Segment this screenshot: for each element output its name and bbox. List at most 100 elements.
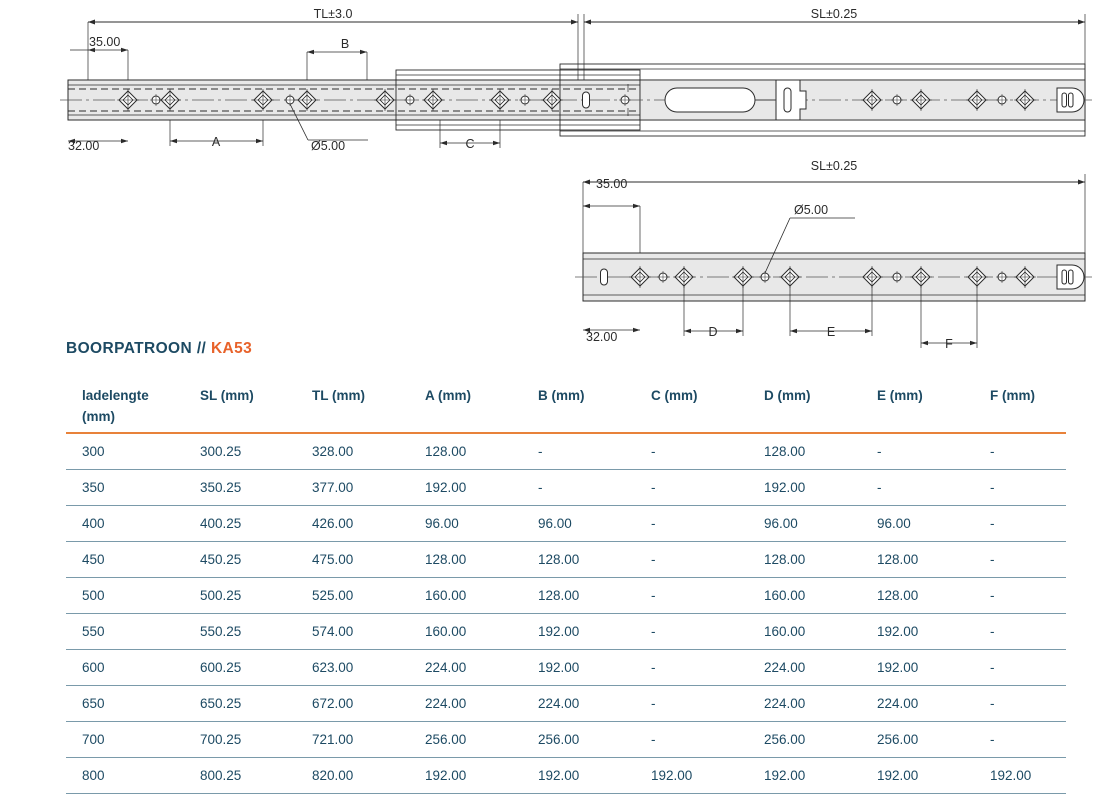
cell-f: - — [974, 720, 1066, 758]
cell-e: 224.00 — [861, 684, 974, 722]
bottom-view-drawing: SL±0.25 35.00 32.00 Ø5.00 D E F — [575, 159, 1092, 351]
cell-b: - — [522, 432, 635, 470]
dim-label-a: A — [212, 135, 221, 149]
cell-ladelengte: 650 — [66, 684, 184, 722]
cell-sl: 650.25 — [184, 684, 296, 722]
cell-sl: 700.25 — [184, 720, 296, 758]
dim-label-sl-top: SL±0.25 — [811, 7, 858, 21]
cell-d: 128.00 — [748, 432, 861, 470]
cell-f: - — [974, 432, 1066, 470]
cell-d: 128.00 — [748, 540, 861, 578]
column-header-f: F (mm) — [990, 388, 1035, 403]
cell-b: 256.00 — [522, 720, 635, 758]
cell-c: 192.00 — [635, 756, 748, 794]
dim-label-hole-bottom: Ø5.00 — [794, 203, 828, 217]
dim-label-32-bottom: 32.00 — [586, 330, 617, 344]
column-header-ladelengte: ladelengte (mm) — [82, 388, 149, 424]
cell-c: - — [635, 540, 748, 578]
cell-tl: 426.00 — [296, 504, 409, 542]
cell-ladelengte: 400 — [66, 504, 184, 542]
cell-a: 160.00 — [409, 612, 522, 650]
cell-ladelengte: 550 — [66, 612, 184, 650]
cell-sl: 300.25 — [184, 432, 296, 470]
table-row: 550 550.25 574.00 160.00 192.00-160.00 192.00… — [66, 612, 1066, 650]
cell-d: 192.00 — [748, 756, 861, 794]
cell-sl: 600.25 — [184, 648, 296, 686]
cell-ladelengte: 350 — [66, 468, 184, 506]
cell-sl: 550.25 — [184, 612, 296, 650]
cell-d: 224.00 — [748, 684, 861, 722]
cell-tl: 623.00 — [296, 648, 409, 686]
cell-f: - — [974, 648, 1066, 686]
cell-c: - — [635, 432, 748, 470]
cell-b: 224.00 — [522, 684, 635, 722]
table-row: 650 650.25 672.00 224.00 224.00-224.00 224.00… — [66, 684, 1066, 722]
cell-c: - — [635, 468, 748, 506]
column-header-tl: TL (mm) — [312, 388, 365, 403]
table-row: 350 350.25 377.00 192.00- -192.00- - — [66, 468, 1066, 506]
cell-e: - — [861, 432, 974, 470]
cell-e: 128.00 — [861, 576, 974, 614]
cell-sl: 450.25 — [184, 540, 296, 578]
cell-b: 192.00 — [522, 756, 635, 794]
cell-ladelengte: 600 — [66, 648, 184, 686]
cell-c: - — [635, 576, 748, 614]
cell-c: - — [635, 720, 748, 758]
cell-sl: 500.25 — [184, 576, 296, 614]
cell-ladelengte: 300 — [66, 432, 184, 470]
cell-ladelengte: 800 — [66, 756, 184, 794]
table-row: 600 600.25 623.00 224.00 192.00-224.00 192.00… — [66, 648, 1066, 686]
column-header-b: B (mm) — [538, 388, 585, 403]
section-title-accent: KA53 — [210, 340, 253, 357]
dim-label-32-top: 32.00 — [68, 139, 99, 153]
cell-tl: 328.00 — [296, 432, 409, 470]
top-view-drawing: TL±3.0 SL±0.25 35.00 32.00 B A C Ø5.00 — [60, 7, 1092, 153]
cell-c: - — [635, 504, 748, 542]
cell-tl: 721.00 — [296, 720, 409, 758]
cell-ladelengte: 700 — [66, 720, 184, 758]
cell-f: - — [974, 684, 1066, 722]
cell-a: 192.00 — [409, 756, 522, 794]
cell-tl: 377.00 — [296, 468, 409, 506]
cell-e: - — [861, 468, 974, 506]
table-row: 500 500.25 525.00 160.00 128.00-160.00 128.00… — [66, 576, 1066, 614]
spec-table-container: ladelengte (mm) SL (mm) TL (mm) A (mm) B (mm… — [66, 380, 1066, 794]
table-header-row: ladelengte (mm) SL (mm) TL (mm) A (mm) B (mm… — [66, 380, 1066, 433]
cell-d: 256.00 — [748, 720, 861, 758]
cell-e: 128.00 — [861, 540, 974, 578]
dim-label-c: C — [465, 137, 474, 151]
drilling-pattern-table: ladelengte (mm) SL (mm) TL (mm) A (mm) B (mm… — [66, 380, 1066, 794]
cell-tl: 525.00 — [296, 576, 409, 614]
dim-label-hole-top: Ø5.00 — [311, 139, 345, 153]
table-row: 450 450.25 475.00 128.00 128.00-128.00 128.00… — [66, 540, 1066, 578]
cell-e: 192.00 — [861, 756, 974, 794]
cell-d: 160.00 — [748, 576, 861, 614]
dim-label-d: D — [708, 325, 717, 339]
table-body: 300 300.25 328.00 128.00- -128.00- -350 350.25… — [66, 432, 1066, 794]
table-row: 700 700.25 721.00 256.00 256.00-256.00 256.00… — [66, 720, 1066, 758]
cell-d: 224.00 — [748, 648, 861, 686]
dim-label-f: F — [945, 337, 953, 351]
cell-f: - — [974, 576, 1066, 614]
cell-a: 96.00 — [409, 504, 522, 542]
column-header-c: C (mm) — [651, 388, 698, 403]
table-row: 400 400.25 426.00 96.00 96.00-96.00 96.00- — [66, 504, 1066, 542]
cell-sl: 350.25 — [184, 468, 296, 506]
section-title: BOORPATROON // KA53 — [66, 340, 252, 358]
table-row: 300 300.25 328.00 128.00- -128.00- - — [66, 432, 1066, 470]
cell-f: - — [974, 468, 1066, 506]
cell-f: 192.00 — [974, 756, 1066, 794]
cell-c: - — [635, 648, 748, 686]
cell-a: 160.00 — [409, 576, 522, 614]
cell-b: 96.00 — [522, 504, 635, 542]
cell-f: - — [974, 504, 1066, 542]
dim-label-tl: TL±3.0 — [314, 7, 353, 21]
dim-label-sl-bottom: SL±0.25 — [811, 159, 858, 173]
cell-e: 256.00 — [861, 720, 974, 758]
cell-e: 96.00 — [861, 504, 974, 542]
cell-f: - — [974, 612, 1066, 650]
cell-e: 192.00 — [861, 612, 974, 650]
dim-label-35-bottom: 35.00 — [596, 177, 627, 191]
column-header-d: D (mm) — [764, 388, 811, 403]
technical-drawing: TL±3.0 SL±0.25 35.00 32.00 B A C Ø5.00 — [0, 0, 1113, 360]
